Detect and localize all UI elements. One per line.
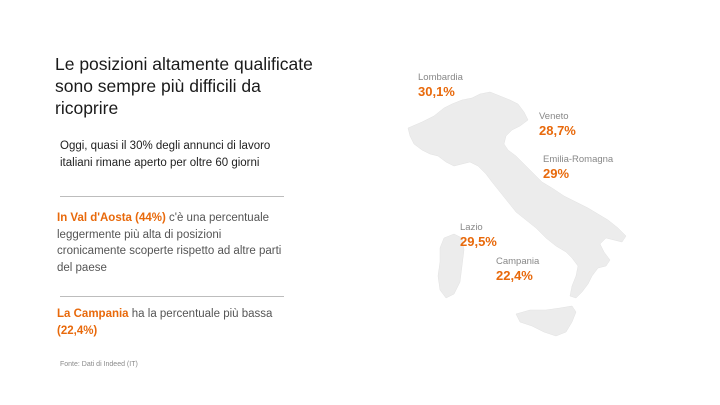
region-name: Veneto (539, 111, 569, 122)
region-name: Campania (496, 256, 540, 267)
sardinia-shape (437, 233, 465, 299)
campania-text: ha la percentuale più bassa (128, 308, 273, 320)
region-name: Emilia-Romagna (543, 154, 614, 165)
sicily-shape (515, 305, 577, 337)
region-campania: Campania 22,4% (496, 256, 539, 284)
region-emilia-romagna: Emilia-Romagna 29% (543, 154, 613, 182)
italy-mainland-shape (407, 91, 627, 299)
region-name: Lazio (460, 222, 483, 233)
italy-map (407, 91, 627, 337)
region-name: Lombardia (418, 72, 463, 83)
val-daosta-paragraph: In Val d'Aosta (44%) c'è una percentuale… (57, 210, 287, 276)
slide-title: Le posizioni altamente qualificate sono … (55, 54, 313, 118)
campania-highlight: La Campania (57, 308, 129, 320)
region-lazio: Lazio 29,5% (460, 222, 497, 250)
region-value: 28,7% (539, 123, 576, 138)
divider-2 (60, 296, 284, 297)
val-daosta-highlight: In Val d'Aosta (44%) (57, 212, 166, 224)
source-note: Fonte: Dati di Indeed (IT) (60, 361, 138, 368)
divider-1 (60, 196, 284, 197)
intro-text: Oggi, quasi il 30% degli annunci di lavo… (60, 140, 271, 169)
campania-paragraph: La Campania ha la percentuale più bassa … (57, 306, 287, 339)
region-veneto: Veneto 28,7% (539, 111, 576, 139)
region-value: 30,1% (418, 84, 455, 99)
campania-value: (22,4%) (57, 324, 98, 337)
region-value: 22,4% (496, 268, 533, 283)
val-daosta-text: c'è una percentuale leggermente più alta… (57, 212, 282, 274)
region-value: 29% (543, 166, 570, 181)
region-value: 29,5% (460, 234, 497, 249)
region-lombardia: Lombardia 30,1% (418, 72, 463, 100)
